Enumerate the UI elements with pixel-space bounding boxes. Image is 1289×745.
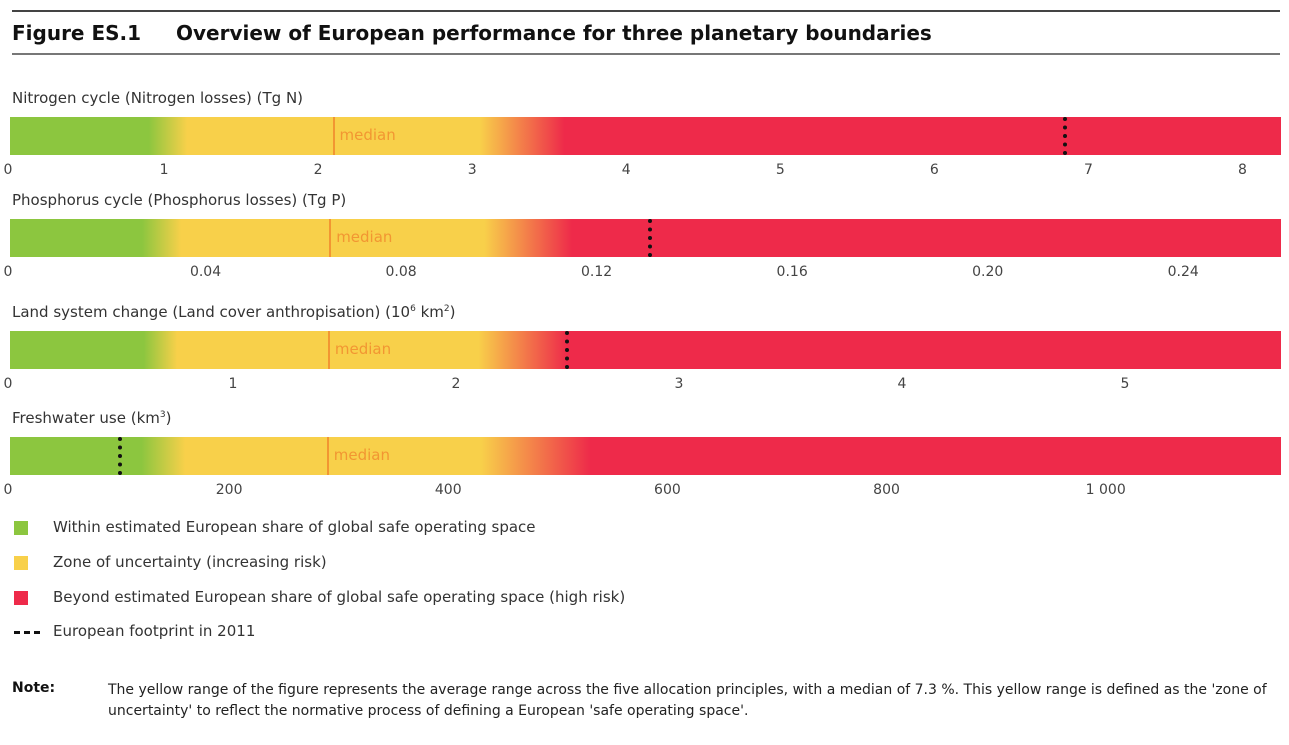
tick-label: 0 xyxy=(3,376,13,392)
panel-title-sup: 3 xyxy=(159,410,166,420)
bar-land: median xyxy=(10,331,1281,369)
tick-label: 2 xyxy=(451,376,461,392)
note-label: Note: xyxy=(12,680,56,696)
bar-freshwater: median xyxy=(10,437,1281,475)
panel-title-close: ) xyxy=(165,409,172,427)
tick-label: 2 xyxy=(313,162,323,178)
panel-label-freshwater: Freshwater use (km3) xyxy=(12,409,172,427)
footprint-2011-marker xyxy=(648,219,653,257)
bar-nitrogen: median xyxy=(10,117,1281,155)
median-line xyxy=(329,219,332,257)
tick-label: 0 xyxy=(3,162,13,178)
tick-label: 1 xyxy=(228,376,238,392)
tick-label: 6 xyxy=(929,162,939,178)
panel-title: Nitrogen cycle (Nitrogen losses) (Tg N) xyxy=(12,89,304,107)
figure-number: Figure ES.1 xyxy=(12,21,142,45)
median-label: median xyxy=(339,126,396,144)
note-text: The yellow range of the figure represent… xyxy=(108,682,1267,719)
median-line xyxy=(332,117,335,155)
panel-label-nitrogen: Nitrogen cycle (Nitrogen losses) (Tg N) xyxy=(12,89,303,107)
panel-title-close: ) xyxy=(449,303,456,321)
panel-label-phosphorus: Phosphorus cycle (Phosphorus losses) (Tg… xyxy=(12,191,346,209)
tick-label: 0.16 xyxy=(776,264,808,280)
tick-label: 3 xyxy=(674,376,684,392)
tick-label: 1 000 xyxy=(1085,482,1126,498)
tick-label: 5 xyxy=(775,162,785,178)
tick-label: 4 xyxy=(897,376,907,392)
legend-swatch-red xyxy=(14,591,28,605)
tick-label: 8 xyxy=(1238,162,1247,178)
panel-title: Phosphorus cycle (Phosphorus losses) (Tg… xyxy=(12,191,347,209)
median-label: median xyxy=(334,340,392,358)
tick-label: 4 xyxy=(621,162,631,178)
tick-label: 400 xyxy=(434,482,462,498)
bar-phosphorus: median xyxy=(10,219,1281,257)
tick-label: 0.24 xyxy=(1167,264,1199,280)
tick-label: 5 xyxy=(1120,376,1130,392)
legend-label: Beyond estimated European share of globa… xyxy=(53,588,626,606)
median-line xyxy=(327,331,330,369)
panel-title-end: km xyxy=(415,303,444,321)
tick-label: 0 xyxy=(3,264,13,280)
tick-label: 3 xyxy=(467,162,477,178)
tick-label: 0.12 xyxy=(581,264,613,280)
tick-label: 800 xyxy=(873,482,900,498)
panel-title-sup2: 2 xyxy=(443,304,450,314)
footprint-2011-marker xyxy=(1063,117,1068,155)
footprint-2011-marker xyxy=(117,437,122,475)
panel-label-land: Land system change (Land cover anthropis… xyxy=(12,303,455,321)
tick-label: 0.20 xyxy=(972,264,1004,280)
tick-label: 200 xyxy=(215,482,243,498)
legend-swatch-green xyxy=(14,521,28,535)
figure-title: Overview of European performance for thr… xyxy=(176,21,932,45)
legend-label: European footprint in 2011 xyxy=(53,622,256,640)
legend-swatch-yellow xyxy=(14,556,28,570)
panel-title: Land system change (Land cover anthropis… xyxy=(12,303,411,321)
panel-title-sup: 6 xyxy=(410,304,416,314)
tick-label: 600 xyxy=(654,482,681,498)
tick-label: 0.04 xyxy=(189,264,222,280)
tick-label: 0 xyxy=(3,482,13,498)
median-label: median xyxy=(333,446,390,464)
median-label: median xyxy=(336,228,393,246)
tick-label: 1 xyxy=(159,162,169,178)
figure-header: Figure ES.1 Overview of European perform… xyxy=(12,10,1280,55)
legend-label: Within estimated European share of globa… xyxy=(53,518,536,536)
tick-label: 7 xyxy=(1083,162,1093,178)
panel-title: Freshwater use (km xyxy=(12,409,160,427)
footprint-2011-marker xyxy=(565,331,570,369)
tick-label: 0.08 xyxy=(385,264,417,280)
legend-label: Zone of uncertainty (increasing risk) xyxy=(53,553,327,571)
median-line xyxy=(326,437,329,475)
legend-dash-footprint xyxy=(14,631,40,634)
